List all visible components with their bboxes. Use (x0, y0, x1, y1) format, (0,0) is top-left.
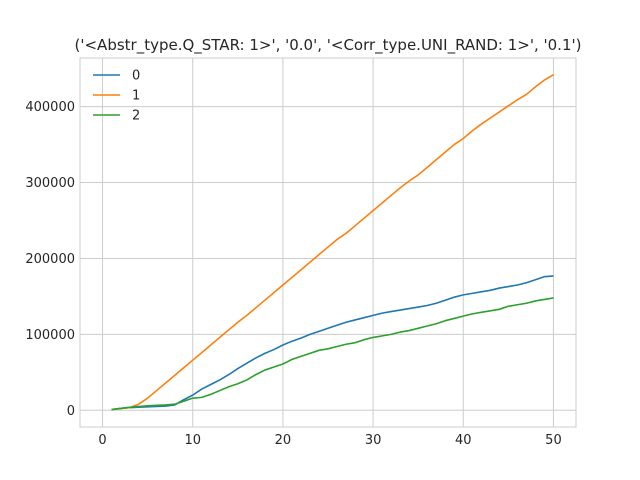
grid (80, 58, 576, 427)
x-tick-label: 20 (275, 433, 292, 448)
x-tick-label: 10 (184, 433, 201, 448)
series-line-0 (111, 275, 554, 411)
y-tick-label: 200000 (25, 252, 75, 267)
series-line-2 (111, 297, 554, 411)
series-line-1 (111, 74, 554, 411)
y-tick-label: 0 (67, 404, 75, 419)
legend: 0 1 2 (93, 69, 140, 124)
chart-title: ('<Abstr_type.Q_STAR: 1>', '0.0', '<Corr… (75, 36, 582, 55)
plot-frame (79, 57, 577, 428)
x-tick-label: 30 (365, 433, 382, 448)
x-tick-label: 0 (98, 433, 106, 448)
series-lines (111, 74, 554, 411)
y-tick-label: 300000 (25, 176, 75, 191)
y-tick-label: 100000 (25, 328, 75, 343)
x-tick-label: 50 (545, 433, 562, 448)
y-tick-label: 400000 (25, 100, 75, 115)
legend-label-1: 1 (132, 89, 140, 104)
legend-label-2: 2 (132, 109, 140, 124)
axis-ticks: 0 10 20 30 40 50 0 100000 200000 300000 400000 (25, 100, 561, 448)
legend-label-0: 0 (132, 69, 140, 84)
x-tick-label: 40 (455, 433, 472, 448)
